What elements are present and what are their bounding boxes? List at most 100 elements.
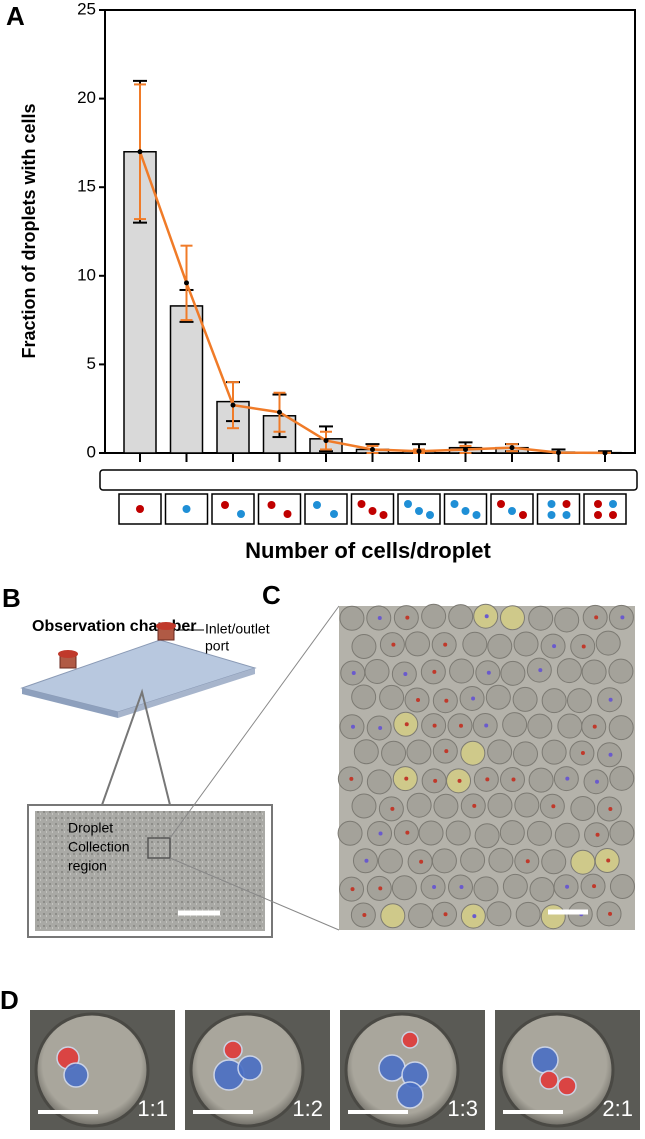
cell-dot — [519, 511, 527, 519]
cell — [593, 725, 597, 729]
cell — [224, 1041, 242, 1059]
cell-dot — [221, 501, 229, 509]
cell-dot — [380, 511, 388, 519]
cell — [458, 779, 462, 783]
y-tick-label: 0 — [87, 442, 96, 461]
cell — [606, 859, 610, 863]
droplet — [450, 659, 474, 683]
droplet — [380, 685, 404, 709]
cell — [581, 751, 585, 755]
bar — [171, 306, 203, 453]
cell — [364, 859, 368, 863]
droplet — [409, 904, 433, 928]
droplet — [432, 849, 456, 873]
cell — [511, 778, 515, 782]
cell — [472, 804, 476, 808]
cell-dot — [508, 507, 516, 515]
droplet — [503, 713, 527, 737]
point — [184, 280, 189, 285]
cell — [238, 1056, 262, 1080]
point — [324, 438, 329, 443]
cell — [351, 725, 355, 729]
panel-label: B — [2, 583, 21, 613]
cell-dot — [548, 511, 556, 519]
cell — [391, 643, 395, 647]
cell — [405, 616, 409, 620]
droplet — [528, 714, 552, 738]
cell-dot — [548, 500, 556, 508]
cell-dot — [594, 511, 602, 519]
droplet — [513, 687, 537, 711]
cell-dot — [451, 500, 459, 508]
cell-dot — [415, 507, 423, 515]
cell-dot — [313, 501, 321, 509]
droplet — [516, 902, 540, 926]
droplet — [354, 740, 378, 764]
droplet — [571, 796, 595, 820]
droplet — [515, 793, 539, 817]
cell — [443, 643, 447, 647]
droplet — [610, 821, 634, 845]
cell-dot — [237, 510, 245, 518]
cell — [444, 749, 448, 753]
droplet — [449, 605, 473, 629]
panel-label: C — [262, 580, 281, 610]
droplet — [365, 659, 389, 683]
cell — [459, 885, 463, 889]
droplet — [542, 689, 566, 713]
droplet — [392, 876, 416, 900]
cell — [362, 913, 366, 917]
region-label: region — [68, 858, 107, 874]
cell — [378, 616, 382, 620]
droplet — [500, 821, 524, 845]
cell-dot — [183, 505, 191, 513]
ratio-label: 1:1 — [137, 1096, 168, 1121]
y-tick-label: 25 — [77, 0, 96, 18]
cell — [620, 615, 624, 619]
cell — [404, 777, 408, 781]
droplet — [501, 661, 525, 685]
region-label: Collection — [68, 839, 129, 855]
droplet — [352, 685, 376, 709]
cell — [405, 831, 409, 835]
cell-dot — [609, 500, 617, 508]
cell-dot — [473, 511, 481, 519]
region-label: Droplet — [68, 820, 113, 836]
droplet — [340, 606, 364, 630]
droplet — [407, 793, 431, 817]
cell — [608, 912, 612, 916]
droplet — [567, 689, 591, 713]
y-tick-label: 10 — [77, 265, 96, 284]
droplet — [434, 794, 458, 818]
port — [156, 622, 176, 630]
cell — [444, 912, 448, 916]
category-icon — [584, 494, 626, 524]
cell — [565, 885, 569, 889]
cell — [432, 670, 436, 674]
category-icon — [212, 494, 254, 524]
droplet — [503, 874, 527, 898]
cell — [472, 914, 476, 918]
cell — [378, 886, 382, 890]
cell — [432, 885, 436, 889]
cell — [444, 699, 448, 703]
cell — [379, 1055, 405, 1081]
cell-dot — [462, 507, 470, 515]
droplet — [555, 823, 579, 847]
cell-dot — [563, 500, 571, 508]
cell — [538, 668, 542, 672]
cell — [378, 726, 382, 730]
droplet — [610, 766, 634, 790]
cell — [608, 807, 612, 811]
droplet — [382, 741, 406, 765]
port-label: port — [205, 638, 229, 654]
x-axis-label: Number of cells/droplet — [245, 538, 491, 563]
droplet — [558, 714, 582, 738]
droplet — [352, 635, 376, 659]
droplet — [36, 1014, 148, 1126]
droplet — [419, 821, 443, 845]
droplet — [474, 877, 498, 901]
droplet — [529, 768, 553, 792]
droplet — [500, 606, 524, 630]
